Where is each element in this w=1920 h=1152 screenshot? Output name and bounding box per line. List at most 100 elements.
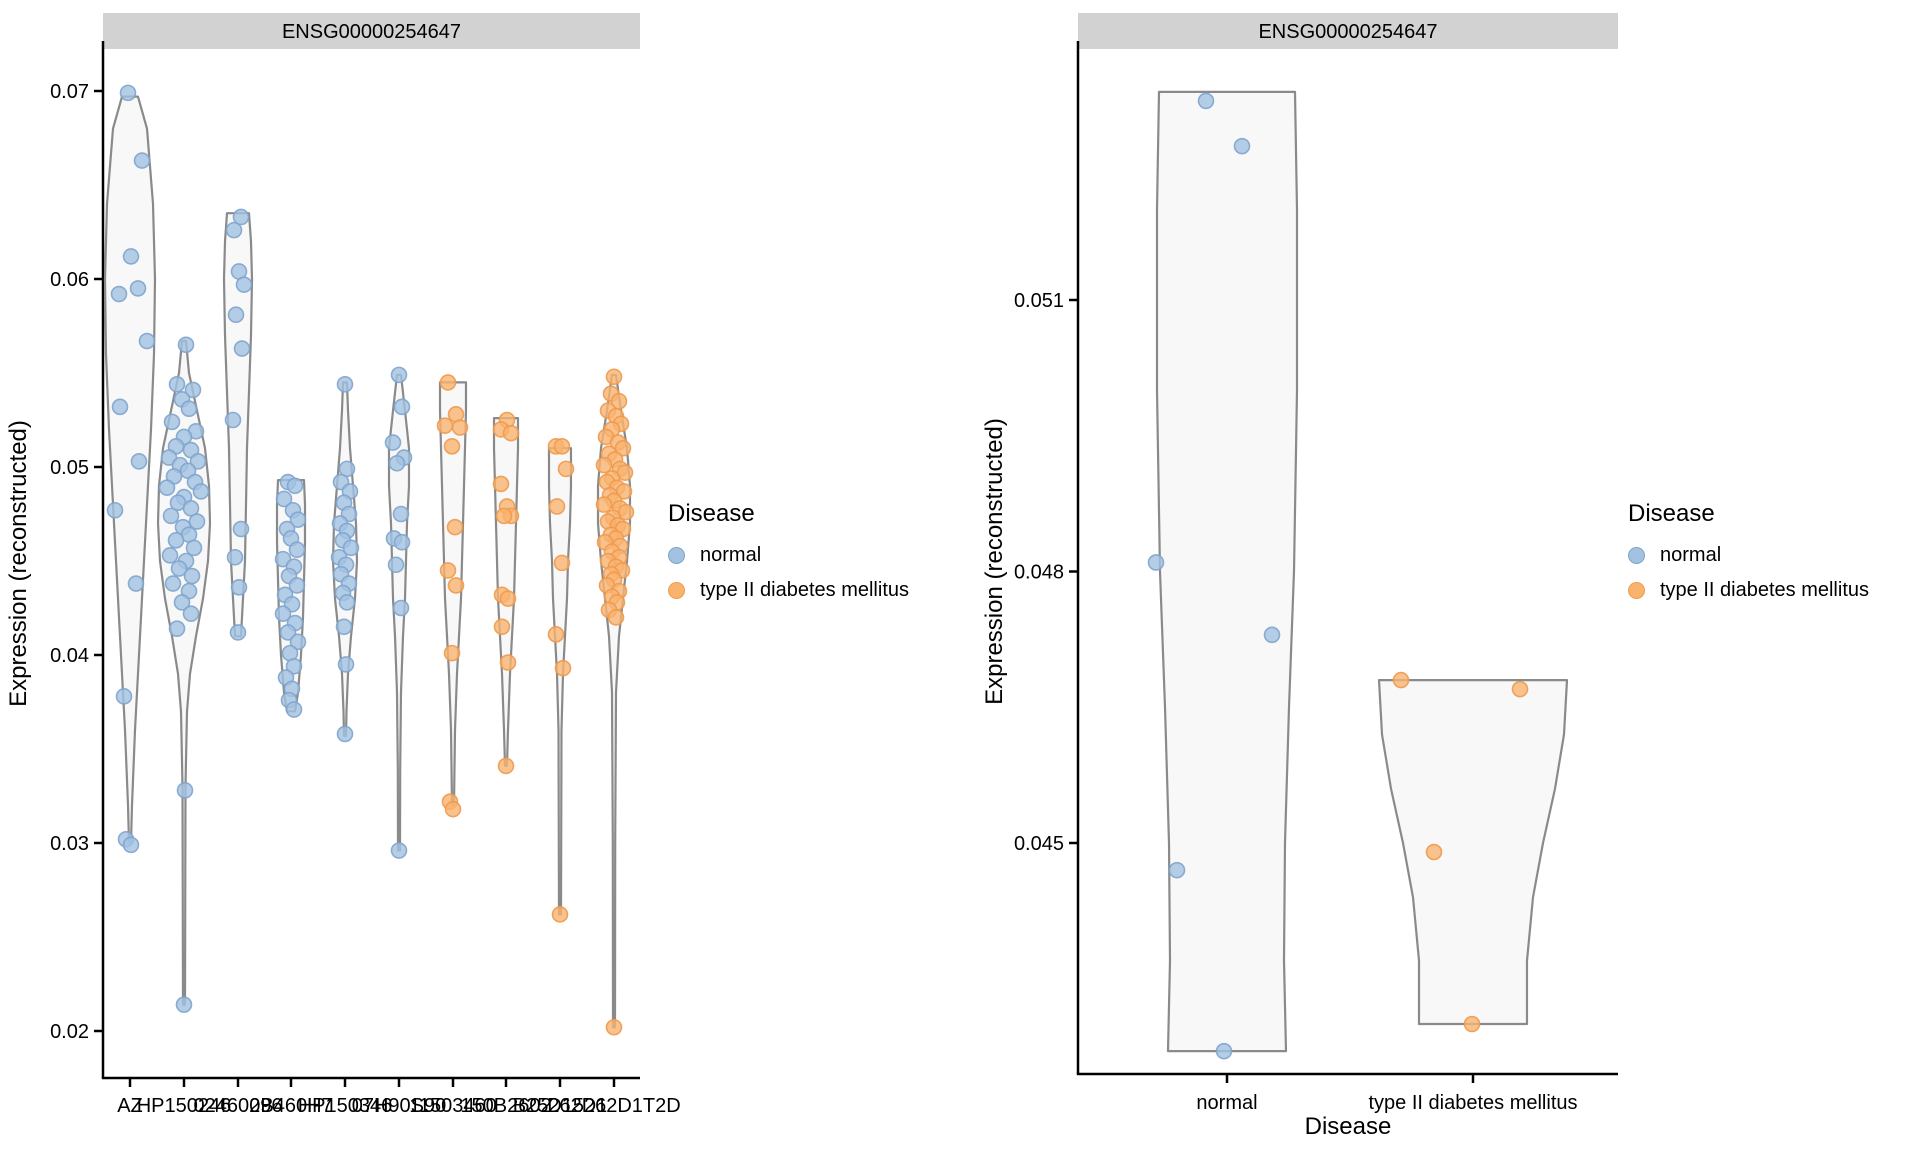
data-point xyxy=(286,477,304,495)
data-point xyxy=(106,501,124,519)
data-point xyxy=(232,208,250,226)
x-tick-label: B25262D1 xyxy=(513,1095,608,1117)
data-point xyxy=(443,438,461,455)
data-point xyxy=(130,453,148,470)
data-point xyxy=(547,626,565,643)
data-point xyxy=(183,567,201,585)
x-tick-label: 02460296 xyxy=(194,1095,283,1117)
data-point xyxy=(335,618,353,636)
data-point xyxy=(447,577,465,594)
data-point xyxy=(384,434,402,451)
data-point xyxy=(168,620,186,637)
data-point xyxy=(1147,554,1165,571)
data-point xyxy=(164,575,182,592)
data-point xyxy=(554,659,572,677)
data-point xyxy=(1168,861,1186,879)
data-point xyxy=(188,513,206,530)
data-point xyxy=(451,419,469,436)
legend-item-normal: normal xyxy=(668,538,968,573)
data-point xyxy=(274,605,292,622)
data-point xyxy=(163,413,181,431)
data-point xyxy=(443,644,461,662)
x-tick-label: type II diabetes mellitus xyxy=(1369,1092,1578,1114)
data-point xyxy=(436,417,454,434)
data-point xyxy=(158,479,176,496)
x-tick-label: 11503460 xyxy=(409,1095,497,1117)
y-axis-title: Expression (reconstructed) xyxy=(981,418,1008,705)
data-point xyxy=(189,453,207,470)
data-point xyxy=(111,398,129,416)
facet-strip-title: ENSG00000254647 xyxy=(1258,21,1437,43)
legend-title: Disease xyxy=(1628,500,1715,527)
y-tick-label: 0.07 xyxy=(50,81,89,103)
data-point xyxy=(390,842,408,859)
data-point xyxy=(122,836,140,854)
data-point xyxy=(548,498,566,515)
legend-label-normal: normal xyxy=(700,544,762,566)
violin-outline xyxy=(1377,679,1569,1026)
data-point xyxy=(499,590,517,607)
violin-outline xyxy=(1155,90,1299,1053)
normal-dot-icon xyxy=(668,547,685,564)
data-point xyxy=(285,701,303,718)
data-point xyxy=(388,454,406,472)
data-point xyxy=(338,594,356,611)
y-tick-label: 0.05 xyxy=(50,457,89,479)
data-point xyxy=(1197,92,1215,110)
normal-dot-icon xyxy=(1628,547,1645,564)
x-tick-label: 150B2602 xyxy=(460,1095,551,1117)
x-tick-label: HP150246 xyxy=(137,1095,232,1117)
x-axis-title: Disease xyxy=(1305,1113,1392,1140)
legend-item-t2d: type II diabetes mellitus xyxy=(668,573,968,608)
y-tick-label: 0.045 xyxy=(1014,833,1064,855)
data-point xyxy=(275,490,293,508)
data-point xyxy=(115,688,133,705)
data-point xyxy=(393,398,411,416)
data-point xyxy=(180,400,198,418)
facet-strip-title: ENSG00000254647 xyxy=(282,21,461,43)
data-point xyxy=(342,539,360,557)
data-point xyxy=(492,475,510,493)
data-point xyxy=(1233,137,1251,155)
data-point xyxy=(168,375,186,393)
data-point xyxy=(493,618,511,636)
data-point xyxy=(285,657,303,675)
data-point xyxy=(232,520,250,538)
data-point xyxy=(184,381,202,399)
data-point xyxy=(170,560,188,577)
data-point xyxy=(226,548,244,566)
disease-legend-right: Disease normal type II diabetes mellitus xyxy=(1628,500,1920,608)
data-point xyxy=(387,556,405,574)
x-tick-label: 0B460H7 xyxy=(249,1095,332,1117)
data-point xyxy=(279,624,297,641)
data-point xyxy=(595,496,613,513)
data-point xyxy=(162,507,180,525)
data-point xyxy=(336,375,354,393)
y-tick-label: 0.051 xyxy=(1014,290,1064,312)
data-point xyxy=(1392,671,1410,689)
data-point xyxy=(1511,680,1529,698)
data-point xyxy=(605,368,623,386)
x-tick-label: normal xyxy=(1196,1092,1257,1114)
data-point xyxy=(439,374,457,391)
data-point xyxy=(110,285,128,303)
data-point xyxy=(127,575,145,592)
data-point xyxy=(119,84,137,102)
data-point xyxy=(288,577,306,594)
y-tick-label: 0.06 xyxy=(50,269,89,291)
data-point xyxy=(133,152,151,169)
data-point xyxy=(229,624,247,641)
data-point xyxy=(235,276,253,293)
data-point xyxy=(138,332,156,350)
data-point xyxy=(392,505,410,523)
data-point xyxy=(446,518,464,536)
data-point xyxy=(177,336,195,354)
x-tick-label: 07H90S90 xyxy=(352,1095,447,1117)
t2d-dot-icon xyxy=(668,582,685,599)
data-point xyxy=(1463,1015,1481,1033)
data-point xyxy=(182,605,200,622)
violin-outline xyxy=(547,447,573,916)
y-tick-label: 0.048 xyxy=(1014,562,1064,584)
legend-label-t2d: type II diabetes mellitus xyxy=(700,579,909,601)
